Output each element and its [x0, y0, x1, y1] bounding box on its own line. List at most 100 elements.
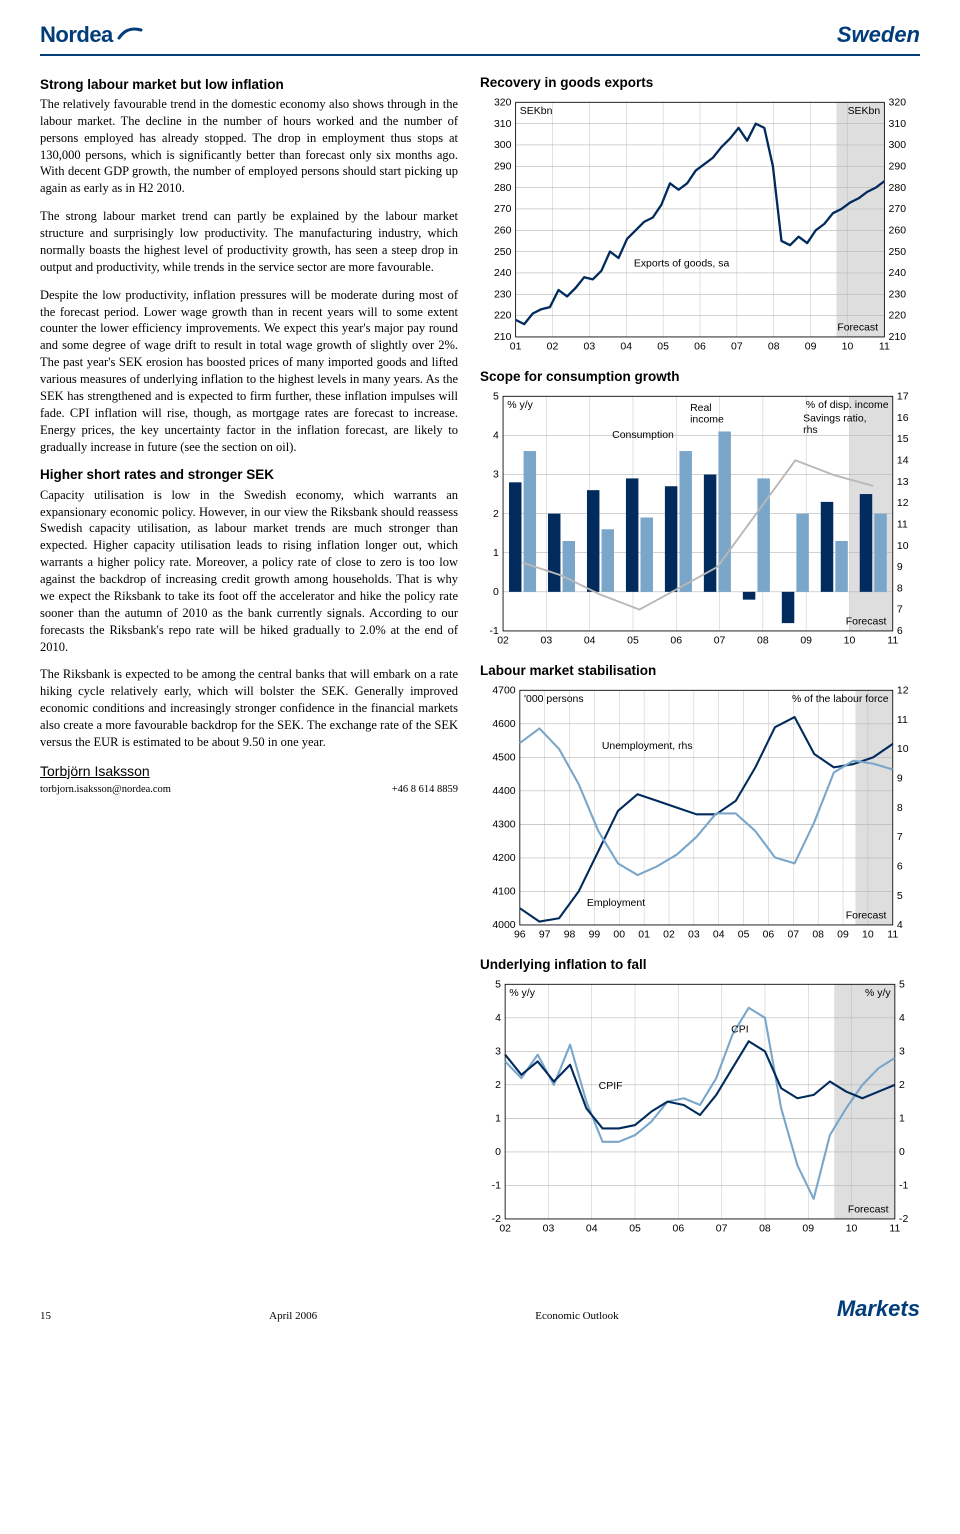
svg-text:Forecast: Forecast: [848, 1205, 889, 1216]
svg-text:% y/y: % y/y: [509, 988, 535, 999]
svg-text:4200: 4200: [492, 853, 515, 864]
svg-text:02: 02: [663, 930, 675, 941]
svg-text:280: 280: [494, 183, 512, 194]
svg-text:96: 96: [514, 930, 526, 941]
svg-text:% y/y: % y/y: [507, 400, 533, 411]
svg-text:98: 98: [564, 930, 576, 941]
author-contact: torbjorn.isaksson@nordea.com +46 8 614 8…: [40, 783, 458, 797]
svg-text:240: 240: [889, 268, 907, 279]
svg-text:310: 310: [889, 119, 907, 130]
svg-text:270: 270: [889, 204, 907, 215]
svg-text:7: 7: [897, 832, 903, 843]
svg-text:7: 7: [897, 605, 903, 616]
svg-text:05: 05: [629, 1224, 641, 1235]
chart-title: Labour market stabilisation: [480, 662, 920, 680]
svg-text:04: 04: [586, 1224, 598, 1235]
svg-text:8: 8: [897, 583, 903, 594]
svg-text:280: 280: [889, 183, 907, 194]
svg-text:4400: 4400: [492, 786, 515, 797]
svg-text:03: 03: [688, 930, 700, 941]
svg-text:06: 06: [670, 636, 682, 647]
page-header: Nordea Sweden: [40, 20, 920, 56]
svg-text:5: 5: [897, 891, 903, 902]
content-columns: Strong labour market but low inflation T…: [40, 74, 920, 1250]
svg-text:10: 10: [844, 636, 856, 647]
svg-text:04: 04: [713, 930, 725, 941]
svg-text:220: 220: [889, 311, 907, 322]
chart-title: Recovery in goods exports: [480, 74, 920, 92]
svg-text:2: 2: [899, 1080, 905, 1091]
svg-text:290: 290: [889, 161, 907, 172]
svg-text:-2: -2: [899, 1214, 908, 1225]
svg-text:4300: 4300: [492, 820, 515, 831]
svg-text:0: 0: [899, 1147, 905, 1158]
svg-text:Savings ratio,: Savings ratio,: [803, 413, 866, 424]
svg-text:4: 4: [495, 1013, 501, 1024]
footer-date: April 2006: [269, 1309, 317, 1324]
svg-text:17: 17: [897, 391, 909, 402]
svg-text:10: 10: [897, 744, 909, 755]
svg-text:08: 08: [757, 636, 769, 647]
svg-text:97: 97: [539, 930, 551, 941]
svg-text:03: 03: [584, 341, 596, 352]
svg-text:0: 0: [493, 587, 499, 598]
chart-canvas-exports: 2102202302402502602702802903003103202102…: [480, 96, 920, 358]
svg-text:11: 11: [897, 519, 908, 530]
svg-text:09: 09: [800, 636, 812, 647]
svg-text:320: 320: [889, 97, 907, 108]
svg-text:15: 15: [897, 434, 909, 445]
svg-text:Consumption: Consumption: [612, 430, 674, 441]
page-title: Sweden: [837, 20, 920, 50]
svg-text:CPIF: CPIF: [599, 1081, 623, 1092]
svg-text:09: 09: [802, 1224, 814, 1235]
svg-text:270: 270: [494, 204, 512, 215]
chart-canvas-consumption: -101234567891011121314151617020304050607…: [480, 390, 920, 652]
svg-text:14: 14: [897, 455, 909, 466]
svg-text:Forecast: Forecast: [837, 323, 878, 334]
svg-text:11: 11: [887, 636, 898, 647]
svg-text:250: 250: [494, 247, 512, 258]
svg-text:1: 1: [899, 1114, 905, 1125]
svg-text:02: 02: [547, 341, 559, 352]
svg-text:10: 10: [846, 1224, 858, 1235]
svg-text:09: 09: [805, 341, 817, 352]
svg-text:07: 07: [714, 636, 726, 647]
chart-canvas-labour: 4000410042004300440045004600470045678910…: [480, 684, 920, 946]
logo-swoosh-icon: [117, 20, 143, 50]
svg-text:07: 07: [716, 1224, 728, 1235]
svg-text:11: 11: [887, 930, 898, 941]
svg-text:230: 230: [494, 289, 512, 300]
svg-text:Unemployment, rhs: Unemployment, rhs: [602, 741, 693, 752]
svg-text:11: 11: [879, 341, 890, 352]
svg-text:% y/y: % y/y: [865, 988, 891, 999]
svg-text:06: 06: [694, 341, 706, 352]
paragraph: Capacity utilisation is low in the Swedi…: [40, 487, 458, 656]
svg-text:% of disp. income: % of disp. income: [806, 400, 889, 411]
charts-column: Recovery in goods exports 21022023024025…: [480, 74, 920, 1250]
author-name: Torbjörn Isaksson: [40, 762, 458, 781]
svg-text:03: 03: [541, 636, 553, 647]
svg-text:5: 5: [495, 980, 501, 991]
author-email: torbjorn.isaksson@nordea.com: [40, 783, 171, 797]
svg-text:Forecast: Forecast: [846, 911, 887, 922]
paragraph: Despite the low productivity, inflation …: [40, 287, 458, 456]
svg-text:06: 06: [673, 1224, 685, 1235]
svg-text:11: 11: [897, 715, 908, 726]
chart-exports: Recovery in goods exports 21022023024025…: [480, 74, 920, 358]
svg-text:00: 00: [613, 930, 625, 941]
footer-brand: Markets: [837, 1294, 920, 1324]
paragraph: The strong labour market trend can partl…: [40, 208, 458, 276]
brand-name: Nordea: [40, 20, 113, 50]
svg-text:9: 9: [897, 562, 903, 573]
svg-text:Forecast: Forecast: [846, 617, 887, 628]
svg-text:05: 05: [627, 636, 639, 647]
svg-text:12: 12: [897, 498, 909, 509]
svg-text:% of the labour force: % of the labour force: [792, 694, 889, 705]
svg-text:9: 9: [897, 774, 903, 785]
svg-text:2: 2: [495, 1080, 501, 1091]
svg-text:250: 250: [889, 247, 907, 258]
svg-text:310: 310: [494, 119, 512, 130]
svg-text:Employment: Employment: [587, 898, 645, 909]
svg-text:220: 220: [494, 311, 512, 322]
svg-text:04: 04: [584, 636, 596, 647]
